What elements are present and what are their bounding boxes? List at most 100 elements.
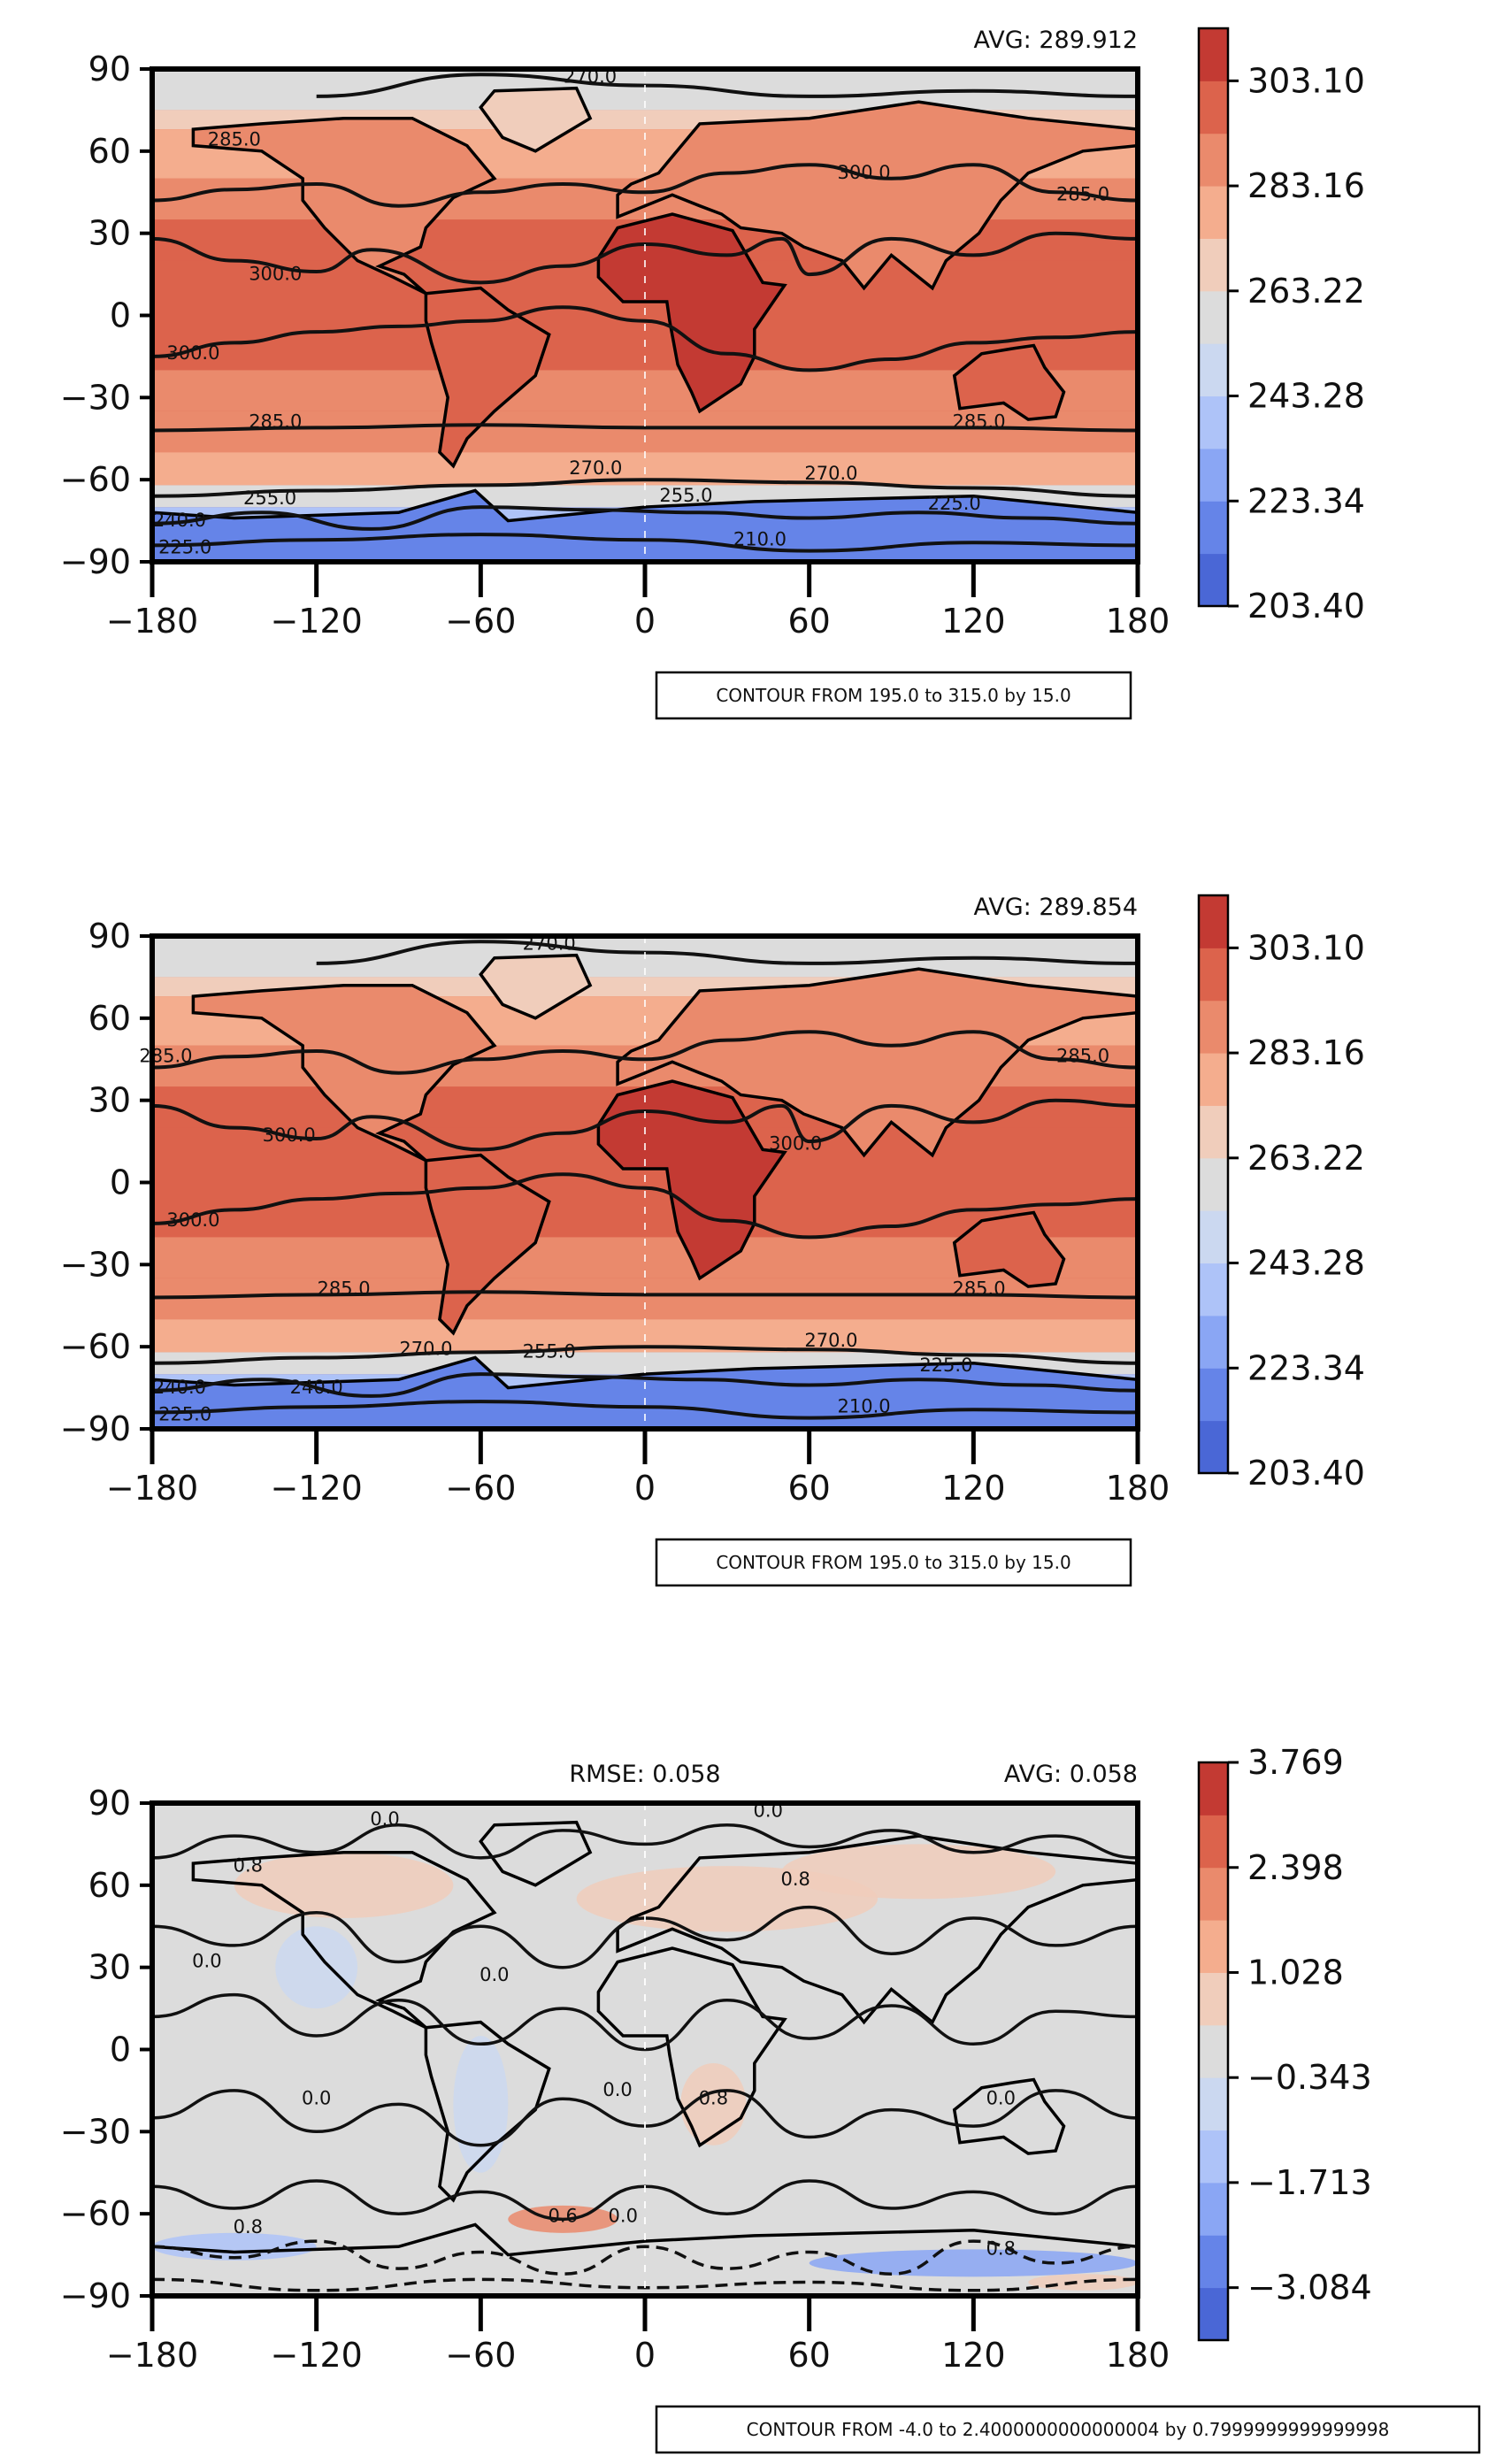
continent-eurasia: [616, 1834, 1140, 2025]
colorbar-tick-label: 203.40: [1247, 1454, 1365, 1493]
continent-eurasia: [616, 967, 1140, 1158]
colorbar-tick-label: 303.10: [1247, 61, 1365, 100]
contour-label: 225.0: [158, 537, 211, 558]
panel-model: 270.0 285.0 285.0 300.0 300.0 300.0 285.0 285.0…: [0, 867, 1504, 1663]
contour-line: [151, 478, 1139, 498]
continent-greenland: [479, 1820, 593, 1887]
y-tick-label: −60: [60, 1327, 131, 1366]
avg-label: AVG: 0.058: [1004, 1761, 1138, 1788]
x-tick-label: 120: [941, 1469, 1006, 1508]
colorbar-segment: [1199, 2077, 1228, 2131]
colorbar-tick-label: 243.28: [1247, 1244, 1365, 1283]
continent-south-america: [424, 1153, 551, 1336]
y-tick-label: 90: [88, 917, 131, 956]
colorbar: 303.10 283.16 263.22 243.28 223.34 203.40: [1197, 894, 1365, 1493]
y-tick-label: 60: [88, 132, 131, 171]
contour-label: 0.0: [609, 2205, 638, 2226]
contour-info-box: CONTOUR FROM 195.0 to 315.0 by 15.0: [655, 671, 1132, 720]
contour-lines: [151, 940, 1139, 1420]
avg-label: AVG: 289.912: [974, 27, 1138, 54]
y-tick-label: −60: [60, 2194, 131, 2233]
colorbar-segment: [1199, 448, 1228, 502]
x-tick-label: 60: [787, 602, 830, 641]
continent-africa: [596, 1946, 787, 2148]
colorbar-tick-label: −0.343: [1247, 2058, 1372, 2097]
contour-label: 300.0: [166, 342, 219, 364]
contour-label: 0.0: [602, 2079, 632, 2100]
contour-label: 225.0: [928, 493, 981, 514]
colorbar-tick-label: 223.34: [1247, 1348, 1365, 1387]
contour-label: 0.8: [234, 2216, 263, 2238]
continent-south-america: [424, 286, 551, 469]
x-axis-ticks: −180 −120 −60 0 60 120 180: [106, 1429, 1170, 1508]
contour-line: [151, 1098, 1139, 1152]
anomaly-patch: [781, 1844, 1056, 1900]
anomaly-patch: [453, 2036, 509, 2173]
colorbar-segment: [1199, 1105, 1228, 1159]
colorbar-tick-label: 3.769: [1247, 1743, 1344, 1782]
contour-label: 285.0: [952, 411, 1005, 432]
colorbar-tick-label: 283.16: [1247, 1033, 1365, 1072]
colorbar-frame: [1197, 1761, 1230, 2342]
x-tick-label: −60: [445, 1469, 516, 1508]
colorbar: 303.10 283.16 263.22 243.28 223.34 203.40: [1197, 27, 1365, 626]
x-tick-label: 60: [787, 2336, 830, 2375]
contour-label: 225.0: [919, 1355, 972, 1376]
y-tick-label: −30: [60, 1245, 131, 1284]
colorbar-tick-label: 223.34: [1247, 481, 1365, 520]
colorbar-segment: [1199, 133, 1228, 187]
continent-eurasia: [616, 100, 1140, 291]
contour-line: [151, 1992, 1139, 2052]
contour-label: 270.0: [804, 463, 857, 484]
contour-label: 240.0: [290, 1377, 343, 1398]
contour-label: 285.0: [1056, 1045, 1109, 1066]
contour-label: 270.0: [399, 1338, 452, 1359]
y-tick-label: −90: [60, 542, 131, 581]
contour-label: 0.8: [234, 1854, 263, 1876]
colorbar-tick-label: 2.398: [1247, 1848, 1344, 1887]
contour-label: 300.0: [837, 162, 890, 183]
colorbar-segment: [1199, 290, 1228, 344]
x-tick-label: −180: [106, 1469, 198, 1508]
contour-info-box: CONTOUR FROM -4.0 to 2.4000000000000004 …: [655, 2405, 1481, 2454]
colorbar-segment: [1199, 2130, 1228, 2184]
colorbar-tick-label: 263.22: [1247, 272, 1365, 311]
continent-south-america: [424, 2020, 551, 2203]
colorbar-segment: [1199, 28, 1228, 81]
contour-info-box: CONTOUR FROM 195.0 to 315.0 by 15.0: [655, 1538, 1132, 1587]
rmse-label: RMSE: 0.058: [569, 1761, 720, 1788]
x-tick-label: 180: [1106, 1469, 1170, 1508]
y-tick-label: 0: [110, 2030, 131, 2069]
anomaly-patch: [1028, 2274, 1138, 2291]
contour-label: 270.0: [569, 457, 622, 479]
contour-label: 0.8: [699, 2087, 728, 2108]
x-tick-label: −120: [270, 2336, 362, 2375]
colorbar: 3.769 2.398 1.028 −0.343 −1.713 −3.084: [1197, 1743, 1372, 2342]
contour-label: 285.0: [249, 411, 302, 432]
contour-label: 300.0: [249, 263, 302, 284]
x-tick-label: −120: [270, 1469, 362, 1508]
colorbar-segment: [1199, 553, 1228, 607]
contour-label: 285.0: [1056, 184, 1109, 205]
contour-labels: 270.0 285.0 285.0 300.0 300.0 300.0 285.0 285.0…: [139, 933, 1109, 1424]
x-axis-ticks: −180 −120 −60 0 60 120 180: [106, 2296, 1170, 2375]
y-tick-label: 60: [88, 1866, 131, 1905]
x-tick-label: −60: [445, 2336, 516, 2375]
x-axis-ticks: −180 −120 −60 0 60 120 180: [106, 562, 1170, 641]
x-tick-label: 120: [941, 2336, 1006, 2375]
colorbar-segment: [1199, 1972, 1228, 2026]
continent-north-america: [191, 983, 497, 1163]
y-tick-label: 90: [88, 1784, 131, 1823]
colorbar-segment: [1199, 2287, 1228, 2341]
contour-label: 285.0: [139, 1045, 192, 1066]
colorbar-segment: [1199, 343, 1228, 397]
contour-line: [316, 73, 1139, 98]
contour-line: [151, 1400, 1139, 1420]
contour-label: 255.0: [243, 487, 296, 509]
colorbar-segment: [1199, 238, 1228, 292]
contour-line: [151, 2239, 1139, 2276]
colorbar-segment: [1199, 186, 1228, 239]
x-tick-label: 120: [941, 602, 1006, 641]
colorbar-segment: [1199, 1210, 1228, 1264]
contour-line: [151, 423, 1139, 433]
